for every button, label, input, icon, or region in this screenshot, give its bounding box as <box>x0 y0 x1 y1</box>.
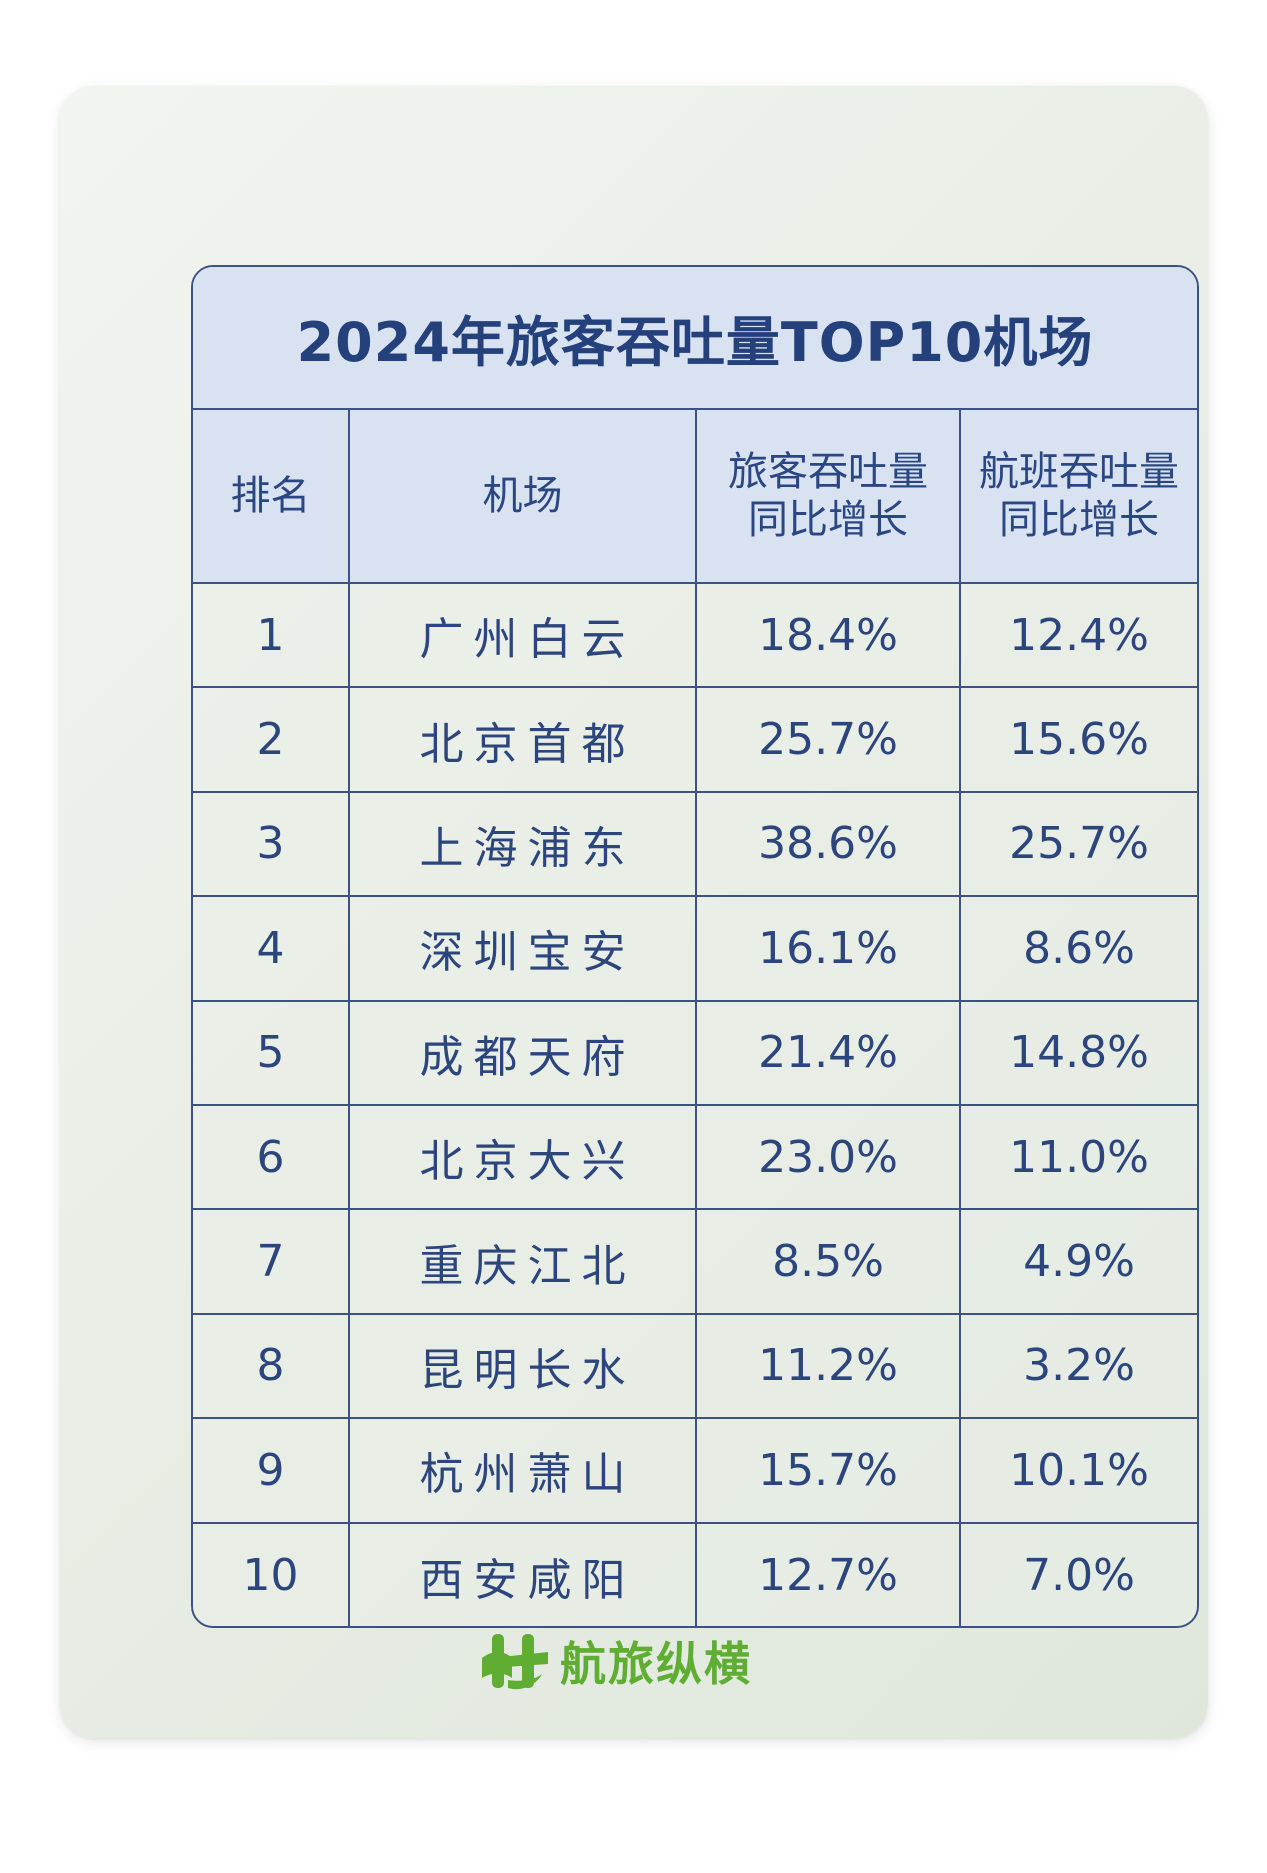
header-airport: 机场 <box>350 410 697 582</box>
header-flight-line2: 同比增长 <box>999 497 1159 543</box>
flight-growth-cell: 8.6% <box>1023 922 1135 974</box>
airport-cell: 成都天府 <box>350 1001 697 1104</box>
airport-cell: 杭州萧山 <box>350 1419 697 1522</box>
rank-cell: 1 <box>193 584 350 687</box>
passenger-growth-cell: 16.1% <box>697 897 961 1000</box>
flight-growth-cell: 10.1% <box>1009 1444 1149 1496</box>
passenger-growth-cell: 21.4% <box>697 1001 961 1104</box>
flight-growth-cell: 14.8% <box>1009 1027 1149 1079</box>
flight-growth-cell: 4.9% <box>1023 1236 1135 1288</box>
passenger-growth-cell: 38.6% <box>697 792 961 896</box>
rank-cell: 6 <box>193 1105 350 1209</box>
rank-cell: 4 <box>193 897 350 1000</box>
passenger-growth-cell: 12.7% <box>697 1523 961 1626</box>
table-row: 8 昆明长水 11.2% 3.2% <box>193 1314 1197 1420</box>
rank-cell: 5 <box>193 1001 350 1104</box>
table-row: 3 上海浦东 38.6% 25.7% <box>193 792 1197 898</box>
infographic-card: 2024年旅客吞吐量TOP10机场 排名 机场 旅客吞吐量 同比增长 航班吞吐量… <box>60 86 1208 1738</box>
passenger-growth-cell: 15.7% <box>697 1419 961 1522</box>
table-row: 2 北京首都 25.7% 15.6% <box>193 688 1197 793</box>
passenger-growth-cell: 23.0% <box>697 1105 961 1209</box>
passenger-growth-cell: 25.7% <box>697 688 961 791</box>
header-flight-growth: 航班吞吐量 同比增长 <box>961 410 1197 582</box>
flight-growth-cell: 12.4% <box>1009 609 1149 661</box>
brand-logo: 航旅纵横 <box>478 1628 752 1694</box>
ranking-table: 2024年旅客吞吐量TOP10机场 排名 机场 旅客吞吐量 同比增长 航班吞吐量… <box>191 265 1199 1628</box>
header-flight-line1: 航班吞吐量 <box>979 449 1179 495</box>
table-row: 5 成都天府 21.4% 14.8% <box>193 1001 1197 1106</box>
flight-growth-cell: 3.2% <box>1023 1340 1135 1392</box>
header-passenger-line2: 同比增长 <box>748 497 908 543</box>
table-row: 4 深圳宝安 16.1% 8.6% <box>193 897 1197 1002</box>
airport-cell: 深圳宝安 <box>350 897 697 1000</box>
passenger-growth-cell: 18.4% <box>697 584 961 687</box>
rank-cell: 2 <box>193 688 350 791</box>
rank-cell: 3 <box>193 792 350 896</box>
header-passenger-line1: 旅客吞吐量 <box>728 449 928 495</box>
table-row: 10 西安咸阳 12.7% 7.0% <box>193 1523 1197 1626</box>
passenger-growth-cell: 11.2% <box>697 1314 961 1418</box>
rank-cell: 8 <box>193 1314 350 1418</box>
flight-growth-cell: 7.0% <box>1023 1550 1135 1602</box>
passenger-growth-cell: 8.5% <box>697 1210 961 1313</box>
header-rank: 排名 <box>193 410 350 582</box>
rank-cell: 10 <box>193 1523 350 1626</box>
table-row: 9 杭州萧山 15.7% 10.1% <box>193 1419 1197 1524</box>
table-row: 6 北京大兴 23.0% 11.0% <box>193 1105 1197 1211</box>
airport-cell: 北京大兴 <box>350 1105 697 1209</box>
table-title-row: 2024年旅客吞吐量TOP10机场 <box>193 267 1197 410</box>
table-row: 7 重庆江北 8.5% 4.9% <box>193 1210 1197 1315</box>
airport-cell: 西安咸阳 <box>350 1523 697 1626</box>
hanglv-logo-icon <box>482 1634 548 1690</box>
airport-cell: 北京首都 <box>350 688 697 791</box>
airport-cell: 上海浦东 <box>350 792 697 896</box>
brand-name: 航旅纵横 <box>560 1637 752 1691</box>
airport-cell: 重庆江北 <box>350 1210 697 1313</box>
table-header-row: 排名 机场 旅客吞吐量 同比增长 航班吞吐量 同比增长 <box>193 410 1197 584</box>
table-row: 1 广州白云 18.4% 12.4% <box>193 584 1197 689</box>
flight-growth-cell: 25.7% <box>1009 818 1149 870</box>
airport-cell: 昆明长水 <box>350 1314 697 1418</box>
table-title: 2024年旅客吞吐量TOP10机场 <box>296 311 1094 374</box>
table-body: 1 广州白云 18.4% 12.4% 2 北京首都 25.7% 15.6% 3 … <box>193 584 1197 1626</box>
rank-cell: 7 <box>193 1210 350 1313</box>
header-passenger-growth: 旅客吞吐量 同比增长 <box>697 410 961 582</box>
flight-growth-cell: 11.0% <box>1009 1131 1149 1183</box>
flight-growth-cell: 15.6% <box>1009 714 1149 766</box>
airport-cell: 广州白云 <box>350 584 697 687</box>
rank-cell: 9 <box>193 1419 350 1522</box>
